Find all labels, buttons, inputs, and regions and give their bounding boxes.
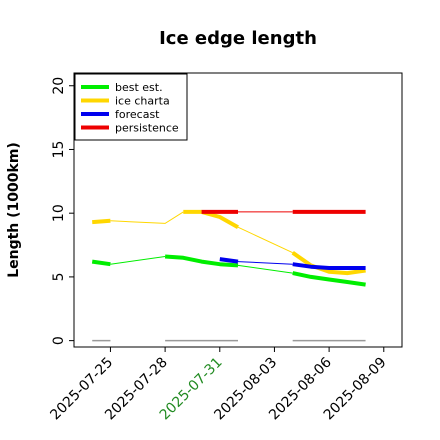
plot-area: [91, 209, 366, 342]
legend-label-forecast: forecast: [115, 108, 160, 121]
best-est--line-1: [164, 254, 239, 268]
best-est--link-0: [110, 256, 166, 265]
y-tick-label: 20: [51, 77, 67, 95]
ice-charta-line-2: [291, 251, 366, 276]
legend-label-persistence: persistence: [115, 122, 179, 135]
ice-charta-line-0: [92, 218, 111, 225]
legend-label-best-est-: best est.: [115, 81, 163, 94]
y-tick-label: 5: [51, 272, 67, 281]
forecast-line-0: [219, 257, 239, 264]
legend-label-ice-charta: ice charta: [115, 95, 170, 108]
ice-charta-line-1: [183, 209, 239, 229]
forecast-link-0: [237, 261, 293, 265]
ice-charta-link-1: [237, 226, 293, 254]
forecast-line-1: [292, 262, 366, 270]
y-tick-label: 0: [51, 336, 67, 345]
y-axis-label: Length (1000km): [6, 142, 22, 278]
best-est--line-0: [91, 259, 111, 267]
ice-charta-link-0: [110, 211, 184, 224]
best-est--link-1: [237, 264, 293, 274]
y-tick-label: 10: [51, 204, 67, 222]
y-tick-label: 15: [51, 141, 67, 159]
plot-frame: [73, 72, 403, 348]
best-est--line-2: [292, 271, 366, 287]
chart-title: Ice edge length: [159, 28, 317, 49]
